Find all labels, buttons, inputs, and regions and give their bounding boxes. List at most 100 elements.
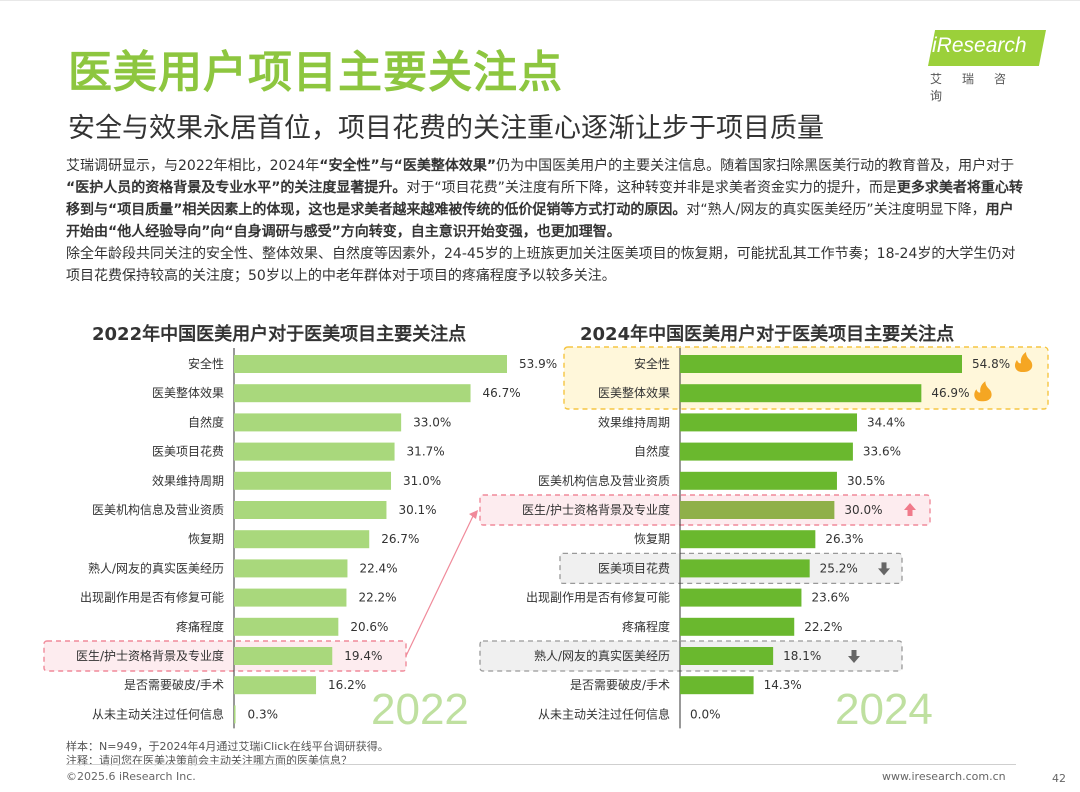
connector-arrowhead xyxy=(469,510,478,519)
category-label-2022: 是否需要破皮/手术 xyxy=(124,677,224,692)
category-label-2024: 医美项目花费 xyxy=(598,560,670,575)
bar-2022 xyxy=(234,413,402,432)
category-label-2022: 效果维持周期 xyxy=(152,473,224,488)
down-arrow-icon xyxy=(848,650,860,663)
data-label-2024: 34.4% xyxy=(867,415,905,429)
body-text: 艾瑞调研显示，与2022年相比，2024年“安全性”与“医美整体效果”仍为中国医… xyxy=(66,155,1026,287)
bar-2024 xyxy=(680,384,922,403)
logo-mark xyxy=(928,30,1046,66)
data-label-2024: 23.6% xyxy=(811,591,849,605)
data-label-2022: 19.4% xyxy=(344,649,382,663)
remark-note: 注释：请问您在医美决策前会主动关注哪方面的医美信息？ xyxy=(66,754,352,767)
body-paragraph-2: 除全年龄段共同关注的安全性、整体效果、自然度等因素外，24-45岁的上班族更加关… xyxy=(66,246,1016,284)
year-watermark-2024: 2024 xyxy=(835,685,933,734)
category-label-2024: 从未主动关注过任何信息 xyxy=(538,706,670,721)
bar-2024 xyxy=(680,355,962,373)
sample-note: 样本：N=949，于2024年4月通过艾瑞iClick在线平台调研获得。 xyxy=(66,740,389,753)
bar-2024 xyxy=(680,647,774,665)
bar-2024 xyxy=(680,676,754,695)
category-label-2022: 医生/护士资格背景及专业度 xyxy=(76,648,224,663)
category-label-2022: 疼痛程度 xyxy=(176,619,224,634)
bar-2022 xyxy=(234,384,471,403)
year-watermark-2022: 2022 xyxy=(371,685,469,734)
data-label-2024: 18.1% xyxy=(783,649,821,663)
data-label-2022: 22.4% xyxy=(359,561,397,575)
category-label-2022: 从未主动关注过任何信息 xyxy=(92,706,224,721)
data-label-2022: 31.0% xyxy=(403,474,441,488)
flame-icon xyxy=(974,381,992,402)
data-label-2022: 46.7% xyxy=(483,386,521,400)
data-label-2022: 30.1% xyxy=(398,503,436,517)
bar-2022 xyxy=(234,471,392,490)
bar-2024 xyxy=(680,530,816,549)
data-label-2024: 0.0% xyxy=(690,707,721,721)
bar-2022 xyxy=(234,559,348,578)
bar-2024 xyxy=(680,413,858,432)
iresearch-logo: iResearch 艾瑞咨询 xyxy=(928,30,1046,103)
connector-arrow xyxy=(405,513,475,657)
data-label-2022: 33.0% xyxy=(413,415,451,429)
bar-2022 xyxy=(234,647,333,665)
data-label-2022: 16.2% xyxy=(328,678,366,692)
bar-2024 xyxy=(680,559,810,578)
flame-icon xyxy=(1014,352,1033,372)
bar-2022 xyxy=(234,588,347,607)
page-number: 42 xyxy=(1052,772,1066,785)
data-label-2022: 0.3% xyxy=(248,707,278,721)
down-arrow-icon xyxy=(878,562,890,576)
bar-2022 xyxy=(234,501,387,519)
paragraph-segment: 更多求美者将重心转移到与“项目质量”相关因素上的体现，这也是求美者越来越难被传统… xyxy=(66,180,1023,218)
data-label-2022: 22.2% xyxy=(358,591,396,605)
paragraph-segment: 艾瑞调研显示，与2022年相比，2024年 xyxy=(66,158,320,174)
data-label-2022: 26.7% xyxy=(381,532,419,546)
category-label-2022: 自然度 xyxy=(188,414,224,429)
bar-2024 xyxy=(680,442,853,461)
bar-2022 xyxy=(234,530,370,549)
data-label-2024: 26.3% xyxy=(825,532,863,546)
body-paragraph-1: 艾瑞调研显示，与2022年相比，2024年“安全性”与“医美整体效果”仍为中国医… xyxy=(66,155,1026,243)
category-label-2024: 效果维持周期 xyxy=(598,414,670,429)
paragraph-segment: 对“熟人/网友的真实医美经历”关注度明显下降， xyxy=(686,202,986,218)
bar-2022 xyxy=(234,442,395,461)
category-label-2022: 医美整体效果 xyxy=(152,385,224,400)
copyright: ©2025.6 iResearch Inc. xyxy=(66,770,196,783)
data-label-2024: 30.5% xyxy=(847,474,885,488)
category-label-2022: 出现副作用是否有修复可能 xyxy=(80,590,224,605)
paragraph-segment: 仍为中国医美用户的主要关注信息。随着国家扫除黑医美行动的教育普及，用户对于 xyxy=(496,158,1015,174)
category-label-2022: 医美机构信息及营业资质 xyxy=(92,502,224,517)
category-label-2022: 安全性 xyxy=(188,356,224,371)
page-title: 医美用户项目主要关注点 xyxy=(68,47,563,98)
data-label-2024: 33.6% xyxy=(863,445,901,459)
data-label-2024: 46.9% xyxy=(931,386,969,400)
logo-text: iResearch xyxy=(932,34,1027,57)
category-label-2024: 医美机构信息及营业资质 xyxy=(538,473,670,488)
bar-2024 xyxy=(680,588,802,607)
data-label-2024: 25.2% xyxy=(820,561,858,575)
category-label-2024: 自然度 xyxy=(634,444,670,459)
category-label-2024: 医生/护士资格背景及专业度 xyxy=(522,502,670,517)
paragraph-segment: “医护人员的资格背景及专业水平”的关注度显著提升。 xyxy=(66,180,407,196)
category-label-2024: 恢复期 xyxy=(634,532,670,546)
website-link[interactable]: www.iresearch.com.cn xyxy=(882,770,1006,783)
category-label-2022: 熟人/网友的真实医美经历 xyxy=(88,560,224,575)
bar-2022 xyxy=(234,617,339,636)
bar-2022 xyxy=(234,355,507,373)
paragraph-segment: “安全性”与“医美整体效果” xyxy=(319,158,497,174)
category-label-2024: 是否需要破皮/手术 xyxy=(570,677,670,692)
data-label-2022: 53.9% xyxy=(519,357,557,371)
category-label-2024: 医美整体效果 xyxy=(598,385,670,400)
up-arrow-icon xyxy=(904,503,916,516)
category-label-2024: 出现副作用是否有修复可能 xyxy=(526,590,670,605)
bar-2024 xyxy=(680,501,835,519)
bar-2022 xyxy=(234,705,236,724)
logo-subtext: 艾瑞咨询 xyxy=(930,72,1027,103)
data-label-2024: 30.0% xyxy=(844,503,882,517)
data-label-2024: 14.3% xyxy=(764,678,802,692)
category-label-2022: 医美项目花费 xyxy=(152,444,224,459)
bar-2022 xyxy=(234,676,317,695)
data-label-2022: 20.6% xyxy=(350,620,388,634)
paragraph-segment: 用户开始由“他人经验导向”向“自身调研与感受”方向转变，自主意识开始变强，也更加… xyxy=(66,202,1014,240)
category-label-2024: 安全性 xyxy=(634,356,670,371)
